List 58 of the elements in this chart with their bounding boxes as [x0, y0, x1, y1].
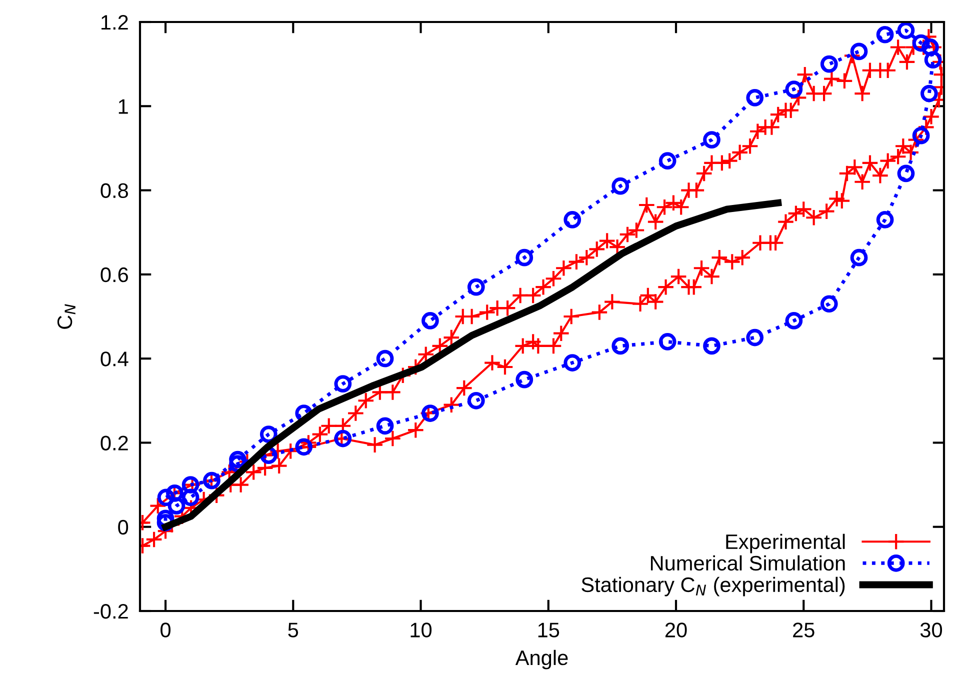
point: [612, 177, 630, 195]
point: [467, 392, 485, 410]
x-tick-label: 5: [288, 622, 298, 638]
point: [229, 450, 246, 468]
y-tick-label: 0.6: [100, 267, 128, 282]
point: [703, 337, 720, 355]
point: [922, 38, 939, 56]
point: [168, 497, 186, 514]
point: [820, 295, 838, 313]
y-tick-label: 0.4: [100, 352, 128, 366]
x-axis-title: Angle: [515, 650, 568, 670]
point: [785, 80, 803, 98]
point: [703, 131, 720, 148]
point: [157, 488, 175, 506]
point: [746, 328, 764, 346]
point: [516, 370, 534, 388]
y-axis-title: C$_{N}$: [57, 304, 76, 329]
point: [876, 211, 894, 228]
point: [334, 375, 352, 392]
point: [912, 126, 930, 144]
y-tick-label: 0: [118, 520, 128, 535]
x-tick-label: 30: [920, 622, 942, 638]
y-tick-label: -0.2: [94, 604, 128, 619]
point: [897, 22, 915, 40]
point: [467, 278, 485, 296]
point: [897, 164, 915, 182]
y-tick-label: 1: [118, 99, 128, 114]
legend-label: Numerical Simulation: [650, 555, 845, 571]
point: [785, 312, 803, 330]
point: [920, 84, 938, 102]
point: [376, 417, 394, 435]
point: [850, 248, 868, 266]
y-tick-label: 0.8: [100, 183, 128, 198]
point: [516, 248, 534, 266]
point: [376, 350, 394, 368]
x-tick-label: 0: [160, 622, 171, 638]
x-tick-label: 20: [665, 622, 687, 638]
point: [612, 337, 630, 355]
point: [876, 26, 894, 44]
legend-label: Experimental: [726, 534, 845, 554]
point: [658, 152, 676, 170]
point: [295, 438, 313, 456]
x-tick-label: 15: [538, 622, 560, 638]
y-tick-label: 0.2: [100, 436, 128, 450]
point: [912, 34, 930, 52]
point: [850, 42, 868, 60]
point: [564, 354, 582, 372]
point: [924, 51, 942, 69]
point: [182, 488, 200, 506]
point: [820, 55, 838, 73]
x-tick-label: 25: [793, 622, 814, 638]
legend-label: Stationary C$_{N}$ (experimental): [582, 576, 845, 596]
y-tick-label: 1.2: [102, 15, 128, 30]
point: [564, 211, 582, 228]
point: [746, 89, 764, 106]
point: [658, 333, 676, 350]
point: [422, 312, 439, 330]
x-tick-label: 10: [410, 622, 432, 638]
